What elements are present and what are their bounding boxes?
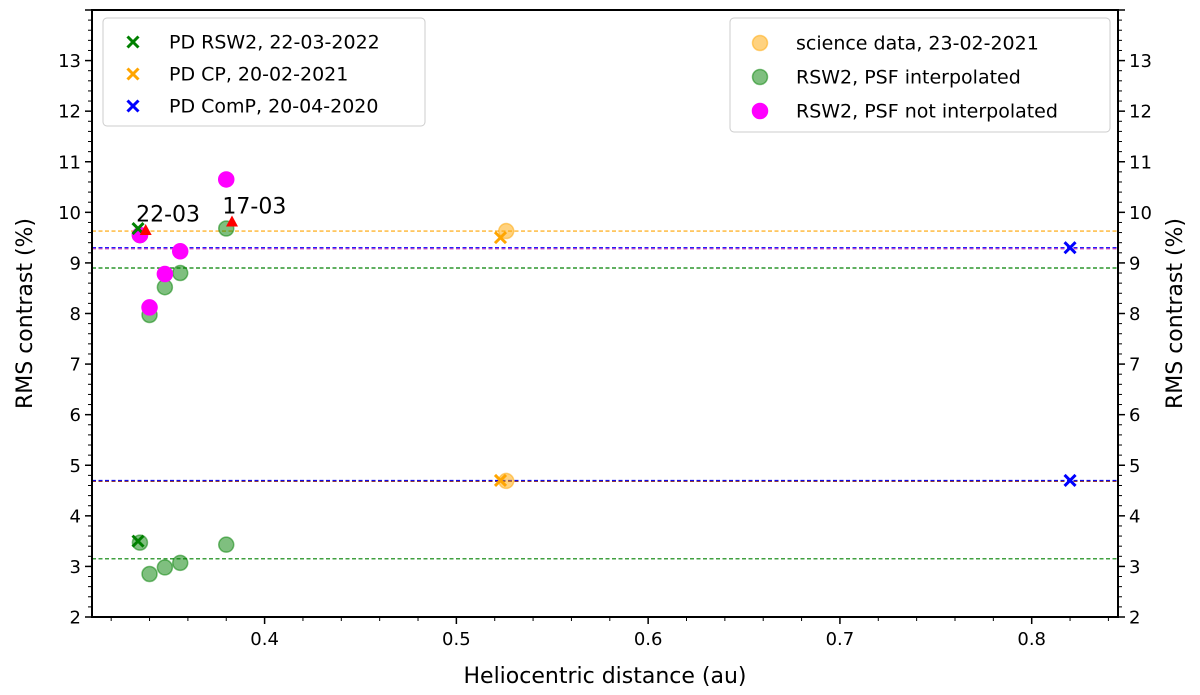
x-tick-label: 0.6 — [634, 629, 663, 650]
legend-marker-rsw2-psf-interpolated — [751, 68, 769, 86]
y-tick-label-left: 2 — [70, 608, 81, 629]
legend-label-rsw2-psf-not-interpolated: RSW2, PSF not interpolated — [796, 101, 1058, 123]
point-rsw2-psf-not-interpolated-2 — [156, 265, 174, 283]
y-tick-label-right: 7 — [1129, 355, 1140, 376]
legend-label-rsw2-psf-interpolated: RSW2, PSF interpolated — [796, 67, 1021, 89]
reference-lines — [92, 230, 1118, 560]
legend-label-pd-comp-20-04-2020: PD ComP, 20-04-2020 — [169, 96, 378, 118]
x-tick-label: 0.4 — [250, 629, 279, 650]
x-tick-label: 0.8 — [1017, 629, 1046, 650]
point-rsw2-psf-not-interpolated-3 — [171, 243, 189, 260]
x-tick-label: 0.7 — [826, 629, 855, 650]
legend-marker-rsw2-psf-not-interpolated — [751, 102, 769, 120]
point-rsw2-psf-interpolated-8 — [171, 554, 189, 572]
legend-marker-pd-cp-20-02-2021 — [126, 67, 140, 81]
legend-label-science-data-23-02-2021: science data, 23-02-2021 — [796, 33, 1039, 55]
y-tick-label-right: 8 — [1129, 304, 1140, 325]
y-tick-label-left: 5 — [70, 456, 81, 477]
y-tick-label-left: 6 — [70, 405, 81, 426]
legend-pd: PD RSW2, 22-03-2022 PD CP, 20-02-2021 PD C… — [102, 17, 426, 127]
axes: 0.4 0.5 0.6 0.7 0.8 2 2 3 3 4 4 5 5 6 6 7 7 8 8 9 9 10 10 11 11 1… — [58, 9, 1152, 650]
y-tick-label-left: 10 — [58, 203, 81, 224]
legend-marker-pd-rsw2-22-03-2022 — [126, 35, 140, 49]
point-pd-rsw2-22-03-2022-1 — [131, 534, 145, 548]
point-markers-0 — [139, 224, 152, 236]
annotation-22-03: 22-03 — [136, 202, 200, 227]
point-pd-cp-20-02-2021-0 — [493, 231, 508, 245]
x-tick-label: 0.5 — [442, 629, 471, 650]
legend-box — [729, 17, 1111, 133]
point-rsw2-psf-not-interpolated-4 — [217, 171, 235, 188]
y-tick-label-right: 13 — [1129, 51, 1152, 72]
y-axis-label-right: RMS contrast (%) — [1163, 218, 1188, 409]
y-tick-label-right: 4 — [1129, 506, 1140, 527]
y-tick-label-left: 11 — [58, 152, 81, 173]
point-markers-1 — [225, 215, 238, 227]
y-tick-label-left: 7 — [70, 355, 81, 376]
legend-label-pd-rsw2-22-03-2022: PD RSW2, 22-03-2022 — [169, 32, 380, 54]
legend-label-pd-cp-20-02-2021: PD CP, 20-02-2021 — [169, 64, 348, 86]
y-tick-label-left: 4 — [70, 506, 81, 527]
y-tick-label-left: 9 — [70, 253, 81, 274]
point-rsw2-psf-interpolated-9 — [217, 536, 235, 553]
point-pd-comp-20-04-2020-1 — [1063, 473, 1077, 487]
y-tick-label-left: 12 — [58, 102, 81, 123]
point-rsw2-psf-interpolated-6 — [141, 565, 158, 583]
y-tick-label-right: 11 — [1129, 152, 1152, 173]
y-tick-label-right: 2 — [1129, 608, 1140, 629]
y-tick-label-right: 10 — [1129, 203, 1152, 224]
point-pd-cp-20-02-2021-1 — [493, 473, 508, 487]
y-tick-label-right: 3 — [1129, 557, 1140, 578]
point-pd-comp-20-04-2020-0 — [1063, 241, 1077, 255]
y-tick-label-right: 6 — [1129, 405, 1140, 426]
data-markers — [131, 171, 1077, 583]
annotations: 22-03 17-03 — [136, 194, 286, 227]
point-rsw2-psf-interpolated-3 — [171, 264, 189, 282]
y-tick-label-left: 8 — [70, 304, 81, 325]
legend-marker-pd-comp-20-04-2020 — [126, 99, 140, 113]
point-rsw2-psf-interpolated-7 — [156, 559, 174, 576]
y-tick-label-right: 9 — [1129, 253, 1140, 274]
legend-box — [102, 17, 426, 127]
x-axis-label: Heliocentric distance (au) — [463, 664, 746, 689]
y-tick-label-right: 5 — [1129, 456, 1140, 477]
y-tick-label-right: 12 — [1129, 102, 1152, 123]
legend-marker-science-data-23-02-2021 — [751, 34, 769, 52]
annotation-17-03: 17-03 — [222, 194, 286, 219]
y-tick-label-left: 3 — [70, 557, 81, 578]
legend-data: science data, 23-02-2021 RSW2, PSF interp… — [729, 17, 1111, 133]
y-tick-label-left: 13 — [58, 51, 81, 72]
point-rsw2-psf-not-interpolated-1 — [141, 299, 158, 316]
y-axis-label-left: RMS contrast (%) — [13, 218, 38, 409]
